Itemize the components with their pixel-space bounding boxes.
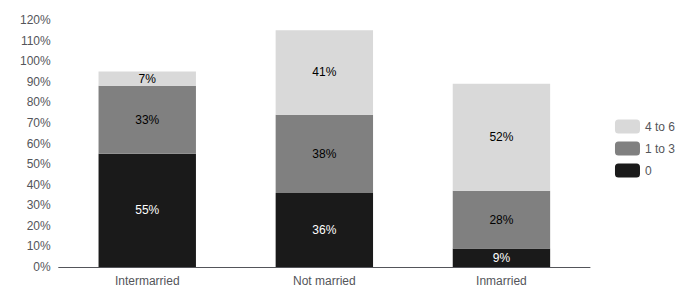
svg-text:7%: 7%	[139, 72, 157, 86]
svg-text:30%: 30%	[27, 198, 51, 212]
svg-text:70%: 70%	[27, 116, 51, 130]
svg-text:120%: 120%	[20, 13, 51, 27]
svg-text:4 to 6: 4 to 6	[645, 120, 675, 134]
svg-text:9%: 9%	[493, 251, 511, 265]
svg-text:20%: 20%	[27, 219, 51, 233]
svg-text:40%: 40%	[27, 178, 51, 192]
svg-text:100%: 100%	[20, 54, 51, 68]
svg-text:Intermarried: Intermarried	[115, 274, 180, 288]
svg-text:0%: 0%	[33, 260, 51, 274]
svg-text:50%: 50%	[27, 157, 51, 171]
svg-text:33%: 33%	[135, 113, 159, 127]
svg-text:36%: 36%	[312, 223, 336, 237]
svg-text:41%: 41%	[312, 65, 336, 79]
svg-text:55%: 55%	[135, 203, 159, 217]
svg-text:52%: 52%	[489, 130, 513, 144]
svg-text:38%: 38%	[312, 147, 336, 161]
svg-text:0: 0	[645, 164, 652, 178]
svg-text:Inmarried: Inmarried	[476, 274, 527, 288]
svg-text:Not married: Not married	[293, 274, 356, 288]
svg-text:28%: 28%	[489, 213, 513, 227]
svg-text:90%: 90%	[27, 75, 51, 89]
svg-text:1 to 3: 1 to 3	[645, 142, 675, 156]
svg-text:60%: 60%	[27, 137, 51, 151]
svg-text:80%: 80%	[27, 95, 51, 109]
svg-text:110%: 110%	[21, 34, 51, 48]
svg-text:10%: 10%	[27, 239, 51, 253]
